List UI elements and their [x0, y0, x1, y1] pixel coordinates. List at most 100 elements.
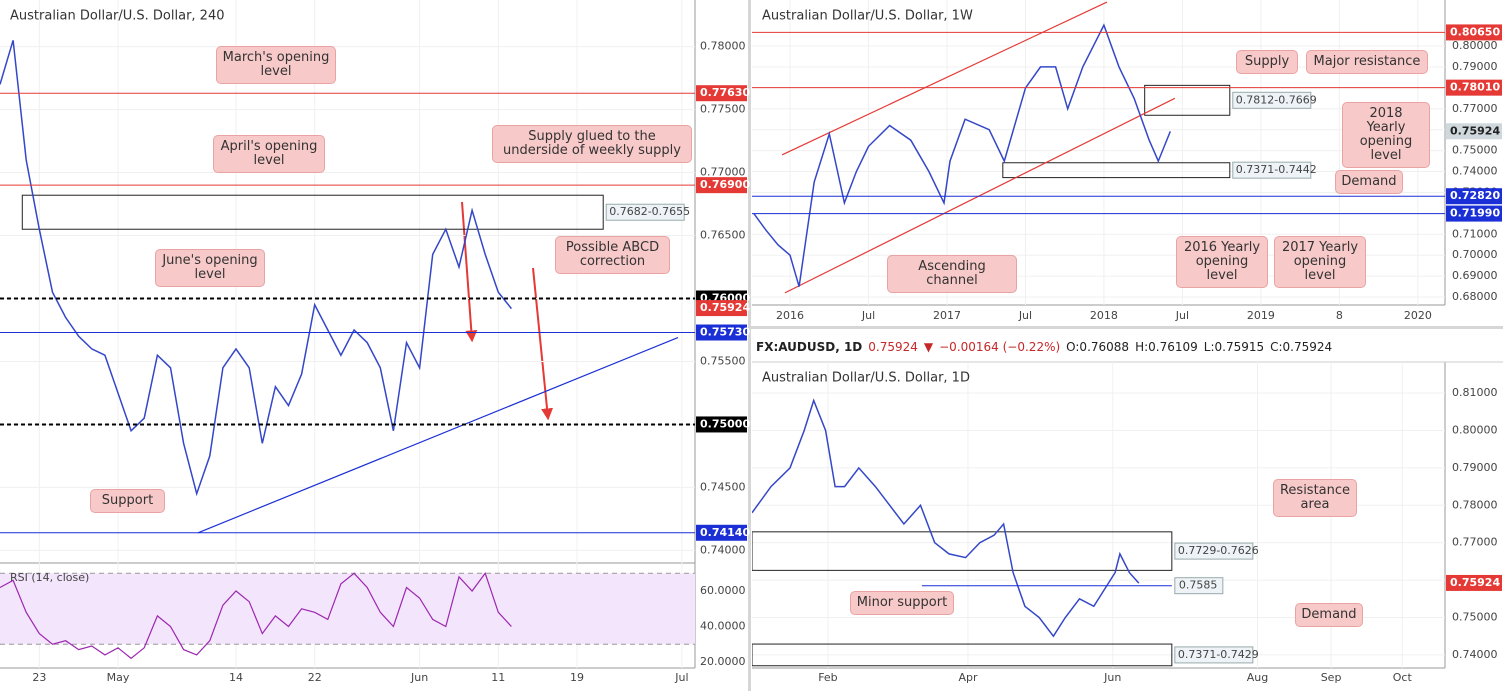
x-tick-label: May	[107, 671, 130, 684]
y-tick-label: 0.79000	[1452, 60, 1498, 73]
price-tag: 0.75730	[700, 326, 750, 339]
rsi-tick-label: 60.0000	[700, 584, 746, 597]
callout: June's opening level	[155, 249, 265, 287]
callout: 2016 Yearly opening level	[1176, 236, 1268, 288]
callout: Ascending channel	[887, 255, 1017, 293]
chart-title: Australian Dollar/U.S. Dollar, 240	[10, 9, 225, 24]
zone-tag-box	[1232, 161, 1312, 179]
price-tag: 0.77630	[700, 86, 750, 99]
callout: Minor support	[850, 591, 954, 615]
y-tick-label: 0.69000	[1452, 269, 1498, 282]
callout: Supply	[1236, 50, 1298, 74]
price-tag-box	[1446, 79, 1502, 96]
price-tag: 0.80650	[1450, 25, 1500, 38]
price-tag: 0.72820	[1450, 189, 1500, 202]
x-tick-label: Jun	[410, 671, 428, 684]
callout: Demand	[1335, 170, 1403, 194]
plot-area	[752, 0, 1445, 305]
y-tick-label: 0.78000	[1452, 498, 1498, 511]
x-tick-label: 2019	[1247, 309, 1275, 322]
arrow	[532, 267, 554, 421]
y-tick-label: 0.74000	[700, 543, 746, 556]
x-tick-label: Apr	[958, 671, 978, 684]
callout: 2018 Yearly opening level	[1342, 102, 1430, 168]
zone	[752, 531, 1173, 571]
quote-field: L:0.75915	[1203, 340, 1265, 354]
price-tag-box	[696, 324, 747, 341]
quote-field: 0.75924	[868, 340, 918, 354]
price-tag-box	[696, 416, 747, 433]
level-tag: 0.7585	[1179, 579, 1218, 592]
price-tag-box	[696, 85, 747, 102]
y-tick-label: 0.77000	[1452, 102, 1498, 115]
quote-field: ▼	[923, 340, 934, 354]
y-tick-label: 0.76500	[700, 229, 746, 242]
quote-bar: FX:AUDUSD, 1D 0.75924 ▼ −0.00164 (−0.22%) O:…	[756, 340, 1338, 354]
rsi-line	[0, 572, 512, 660]
y-tick-label: 0.75000	[1452, 144, 1498, 157]
price-tag-box	[1446, 188, 1502, 205]
y-tick-label: 0.77500	[700, 103, 746, 116]
quote-field: O:0.76088	[1066, 340, 1130, 354]
callout: Demand	[1295, 603, 1363, 627]
y-tick-label: 0.75000	[1452, 610, 1498, 623]
zone-tag: 0.7729-0.7626	[1178, 544, 1259, 557]
x-tick-label: 22	[308, 671, 322, 684]
zone-tag-box	[1174, 646, 1254, 664]
quote-field: FX:AUDUSD, 1D	[756, 340, 863, 354]
callout: Resistance area	[1273, 479, 1357, 517]
price-tag-box	[1446, 205, 1502, 222]
x-tick-label: Jul	[674, 671, 688, 684]
x-tick-label: Jul	[861, 309, 875, 322]
x-tick-label: 14	[229, 671, 243, 684]
x-tick-label: 19	[570, 671, 584, 684]
x-tick-label: 2017	[933, 309, 961, 322]
callout: March's opening level	[216, 46, 336, 84]
x-tick-label: 11	[491, 671, 505, 684]
y-tick-label: 0.71000	[1452, 227, 1498, 240]
callout: Supply glued to the underside of weekly …	[492, 125, 692, 163]
price-tag-box	[1446, 123, 1502, 140]
y-tick-label: 0.80000	[1452, 39, 1498, 52]
y-tick-label: 0.75500	[700, 354, 746, 367]
zone-tag-box	[1174, 542, 1254, 560]
y-tick-label: 0.79000	[1452, 461, 1498, 474]
price-tag-box	[696, 524, 747, 541]
zone	[752, 643, 1173, 667]
price-line	[752, 398, 1140, 638]
x-tick-label: 2020	[1404, 309, 1432, 322]
callout: April's opening level	[213, 135, 325, 173]
chart-title: Australian Dollar/U.S. Dollar, 1W	[762, 9, 973, 24]
zone	[1144, 84, 1231, 116]
y-tick-label: 0.74000	[1452, 648, 1498, 661]
x-tick-label: Feb	[818, 671, 837, 684]
price-tag: 0.76900	[700, 178, 750, 191]
rsi-tick-label: 40.0000	[700, 619, 746, 632]
y-tick-label: 0.70000	[1452, 248, 1498, 261]
x-tick-label: Sep	[1321, 671, 1342, 684]
trend-line	[197, 336, 679, 534]
price-tag-box	[696, 177, 747, 194]
quote-field: H:0.76109	[1135, 340, 1198, 354]
y-tick-label: 0.78000	[700, 40, 746, 53]
x-tick-label: Aug	[1247, 671, 1268, 684]
zone-tag: 0.7371-0.7442	[1236, 163, 1317, 176]
price-tag: 0.75924	[1450, 124, 1500, 137]
trend-line	[781, 1, 1108, 156]
x-tick-label: 8	[1336, 309, 1343, 322]
x-tick-label: Jun	[1103, 671, 1121, 684]
y-tick-label: 0.74500	[700, 480, 746, 493]
arrow	[461, 201, 478, 343]
rsi-band	[0, 573, 695, 645]
zone-tag-box	[1232, 91, 1312, 109]
price-tag: 0.78010	[1450, 81, 1500, 94]
rsi-label: RSI (14, close)	[10, 571, 89, 584]
callout: 2017 Yearly opening level	[1274, 236, 1366, 288]
callout: Major resistance	[1306, 50, 1428, 74]
price-line	[0, 40, 512, 497]
price-tag: 0.71990	[1450, 207, 1500, 220]
x-tick-label: Oct	[1393, 671, 1413, 684]
price-tag: 0.75924	[1450, 576, 1500, 589]
zone-tag-box	[605, 203, 685, 221]
